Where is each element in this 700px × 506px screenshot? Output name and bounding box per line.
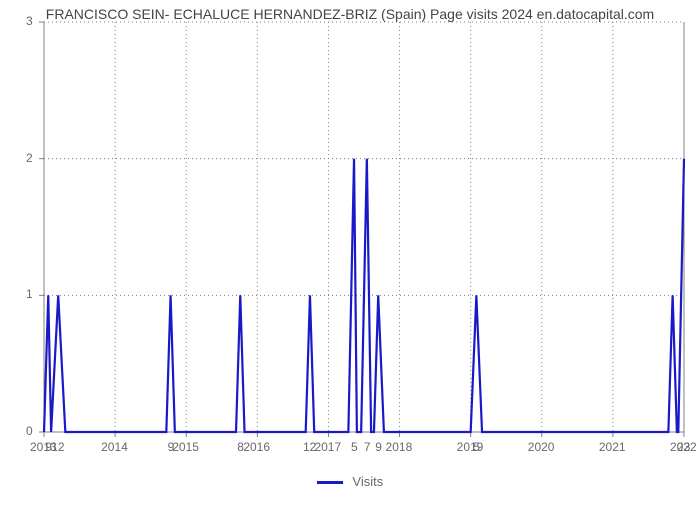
peak-label: 8 [237, 440, 244, 454]
x-tick-label: 2015 [172, 440, 199, 454]
peak-label: 5 [351, 440, 358, 454]
x-tick-label: 2021 [599, 440, 626, 454]
legend-label: Visits [352, 474, 383, 489]
legend-swatch [317, 481, 343, 484]
peak-label: 12 [303, 440, 316, 454]
peak-label: 9 [375, 440, 382, 454]
y-tick-label: 1 [26, 287, 33, 301]
y-tick-label: 0 [26, 424, 33, 438]
chart-svg [44, 22, 684, 432]
y-tick-label: 2 [26, 151, 33, 165]
x-tick-label: 2020 [528, 440, 555, 454]
plot-area: 0123201320142015201620172018201920202021… [0, 22, 700, 470]
peak-label: 7 [364, 440, 371, 454]
y-tick-label: 3 [26, 14, 33, 28]
x-tick-label: 2014 [101, 440, 128, 454]
x-tick-label: 2018 [386, 440, 413, 454]
x-tick-label: 2016 [243, 440, 270, 454]
peak-label: 9 [168, 440, 175, 454]
peak-label: 12 [51, 440, 64, 454]
legend: Visits [0, 474, 700, 489]
peak-label: 5 [473, 440, 480, 454]
chart-title: FRANCISCO SEIN- ECHALUCE HERNANDEZ-BRIZ … [0, 6, 700, 22]
peak-label: 23 [677, 440, 690, 454]
x-tick-label: 2017 [314, 440, 341, 454]
